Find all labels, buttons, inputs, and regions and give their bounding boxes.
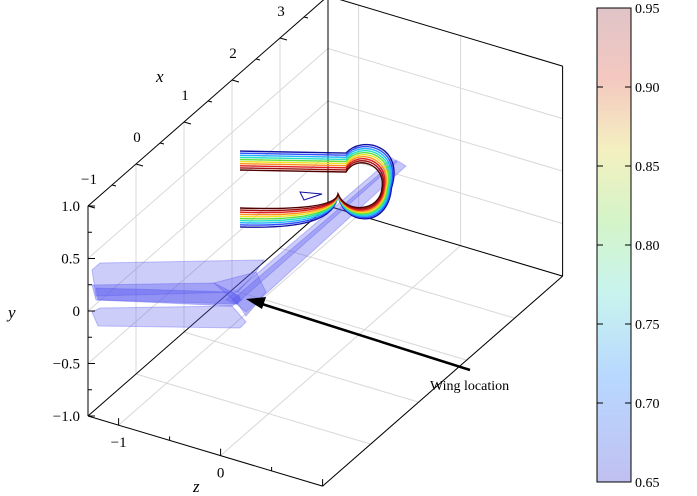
axes-box bbox=[87, 0, 564, 487]
grid-line bbox=[183, 331, 419, 403]
contour-line bbox=[239, 158, 386, 214]
contour-line bbox=[239, 154, 389, 218]
colorbar-tick-label: 0.70 bbox=[635, 397, 660, 412]
contour-line bbox=[239, 156, 387, 216]
x-minor-tick bbox=[111, 184, 117, 187]
colorbar-tick-label: 0.95 bbox=[635, 2, 660, 17]
wake-tube-edge bbox=[225, 157, 398, 305]
x-minor-tick bbox=[255, 58, 261, 61]
wing-sheet-dark bbox=[95, 287, 243, 307]
colorbar: 0.65 0.70 0.75 0.80 0.85 0.90 0.95 bbox=[596, 2, 660, 491]
x-tick bbox=[231, 79, 240, 83]
x-tick-label: −1 bbox=[81, 172, 97, 188]
y-tick-label: 1.0 bbox=[61, 199, 80, 215]
grid-line bbox=[87, 48, 329, 259]
y-tick-label: 0 bbox=[73, 304, 81, 320]
y-tick-label: −1.0 bbox=[53, 409, 80, 425]
grid-line bbox=[135, 373, 371, 445]
box-edge bbox=[322, 275, 563, 487]
z-tick-label: 0 bbox=[217, 466, 225, 482]
box-edge bbox=[87, 415, 323, 487]
isosurface bbox=[91, 157, 407, 329]
x-minor-tick bbox=[207, 100, 213, 103]
x-tick bbox=[279, 37, 288, 41]
x-minor-tick bbox=[159, 142, 165, 145]
y-tick-label: 0.5 bbox=[61, 252, 80, 268]
contour-line bbox=[239, 146, 394, 226]
contour-line bbox=[239, 152, 390, 220]
grid-line bbox=[327, 153, 563, 225]
colorbar-tick-label: 0.80 bbox=[635, 239, 660, 254]
grid-line bbox=[327, 48, 563, 120]
wake-tube bbox=[231, 159, 407, 313]
box-edge bbox=[87, 0, 325, 207]
x-tick-label: 1 bbox=[181, 88, 189, 104]
x-tick bbox=[135, 163, 144, 167]
y-axis-label: y bbox=[6, 303, 16, 322]
x-tick bbox=[183, 121, 192, 125]
x-tick-label: 3 bbox=[277, 4, 285, 20]
colorbar-tick-label: 0.90 bbox=[635, 81, 660, 96]
wing-sheet-core bbox=[91, 282, 241, 305]
annotation-arrow bbox=[261, 302, 471, 372]
x-minor-tick bbox=[303, 16, 309, 19]
z-axis-label: z bbox=[192, 477, 200, 496]
contour-line bbox=[239, 150, 391, 222]
wing-sheet-lower bbox=[91, 305, 247, 329]
x-tick-label: 0 bbox=[133, 130, 141, 146]
grid-line bbox=[118, 214, 359, 426]
wing-sheet-upper bbox=[91, 259, 265, 297]
colorbar-ticks: 0.65 0.70 0.75 0.80 0.85 0.90 0.95 bbox=[597, 2, 660, 491]
contour-line bbox=[239, 162, 383, 210]
contour-slice bbox=[239, 144, 395, 228]
box-edge bbox=[339, 0, 563, 67]
grid-line bbox=[327, 100, 563, 172]
tick-labels: −101234−1.0−0.500.51.0−101 bbox=[53, 4, 285, 482]
grid-line bbox=[279, 247, 515, 319]
grid-line bbox=[231, 289, 467, 361]
contour-line bbox=[239, 148, 392, 224]
colorbar-tick-label: 0.75 bbox=[635, 318, 660, 333]
arrowhead bbox=[246, 297, 266, 309]
z-tick-label: −1 bbox=[111, 435, 127, 451]
wing-annotation: Wing location bbox=[246, 297, 509, 394]
x-axis-label: x bbox=[155, 67, 164, 86]
colorbar-tick-label: 0.85 bbox=[635, 160, 660, 175]
box-edge bbox=[87, 205, 329, 417]
grid-line bbox=[220, 245, 461, 457]
grid-line bbox=[87, 153, 329, 364]
y-tick-label: −0.5 bbox=[53, 357, 80, 373]
contour-line bbox=[239, 160, 385, 212]
wing-location-label: Wing location bbox=[430, 379, 509, 394]
grid-line bbox=[87, 100, 329, 312]
axis-ticks bbox=[87, 16, 324, 487]
contour-core bbox=[299, 191, 323, 201]
colorbar-tick-label: 0.65 bbox=[635, 476, 660, 491]
x-tick-label: 2 bbox=[229, 46, 237, 62]
grid-line bbox=[339, 0, 563, 67]
contour-line bbox=[239, 144, 395, 228]
